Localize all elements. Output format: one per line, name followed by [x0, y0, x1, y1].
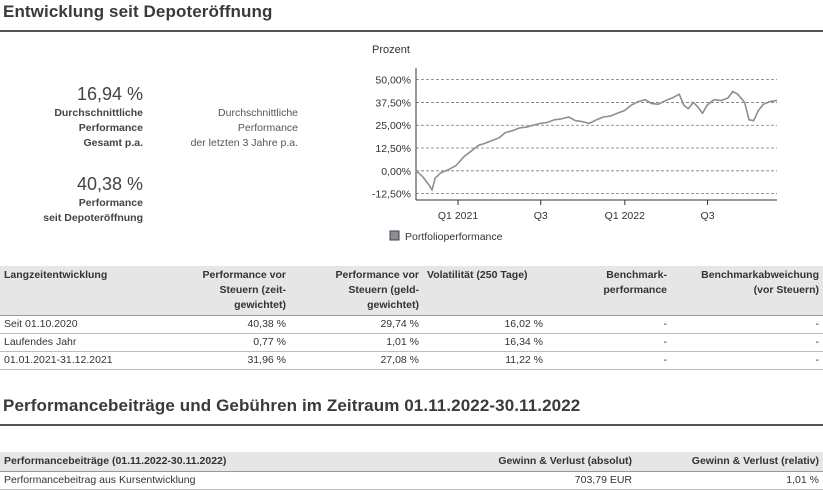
- col-header-contributions: Performancebeiträge (01.11.2022-30.11.20…: [0, 452, 430, 472]
- cell-pl-absolute: 703,79 EUR: [430, 471, 636, 490]
- kpi-label-line: der letzten 3 Jahre p.a.: [190, 137, 298, 149]
- kpi-label-line: Durchschnittliche: [218, 107, 298, 119]
- cell-contribution-name: Performancebeitrag aus Kursentwicklung: [0, 471, 430, 490]
- y-tick-label: 50,00%: [375, 75, 411, 87]
- header-line: Performance vor: [202, 269, 286, 281]
- x-tick-label: Q3: [534, 210, 548, 222]
- cell-benchmark: -: [547, 315, 671, 334]
- header-line: Langzeitentwicklung: [4, 269, 108, 281]
- header-line: Performance vor: [335, 269, 419, 281]
- section-title-development: Entwicklung seit Depoteröffnung: [3, 2, 273, 21]
- kpi-avg-total-value: 16,94 %: [76, 84, 143, 104]
- cell-benchmark-deviation: -: [671, 315, 823, 334]
- title-divider: [0, 30, 823, 32]
- cell-benchmark-deviation: -: [671, 351, 823, 370]
- cell-period: Laufendes Jahr: [0, 333, 178, 352]
- col-header-perf-time-weighted: Performance vor Steuern (zeit- gewichtet…: [178, 266, 290, 316]
- cell-perf-time: 40,38 %: [178, 315, 290, 334]
- header-line: gewichtet): [234, 299, 286, 311]
- x-tick-label: Q1 2021: [438, 210, 478, 222]
- kpi-label-line: Durchschnittliche: [54, 107, 143, 119]
- performance-chart: Prozent 50,00% 37,50% 25,00% 12,50% 0,00% -12,…: [360, 40, 790, 250]
- table-header-row: Langzeitentwicklung Performance vor Steu…: [0, 266, 823, 316]
- col-header-longterm: Langzeitentwicklung: [0, 266, 178, 316]
- y-tick-label: 25,00%: [375, 120, 411, 132]
- fees-table: Performancebeiträge (01.11.2022-30.11.20…: [0, 452, 823, 490]
- cell-benchmark: -: [547, 333, 671, 352]
- header-line: Benchmark-: [606, 269, 667, 281]
- header-line: Steuern (zeit-: [219, 284, 286, 296]
- kpi-label-line: Performance: [78, 122, 143, 134]
- cell-period: Seit 01.10.2020: [0, 315, 178, 334]
- y-tick-label: 37,50%: [375, 97, 411, 109]
- x-tick-label: Q1 2022: [605, 210, 645, 222]
- table-row: 01.01.2021-31.12.2021 31,96 % 27,08 % 11…: [0, 351, 823, 370]
- section-title-fees: Performancebeiträge und Gebühren im Zeit…: [3, 396, 581, 415]
- header-line: Steuern (geld-: [348, 284, 419, 296]
- longterm-table: Langzeitentwicklung Performance vor Steu…: [0, 266, 823, 370]
- kpi-label-line: Performance: [237, 122, 298, 134]
- kpi-avg-3y-label: Durchschnittliche Performance der letzte…: [0, 106, 298, 151]
- legend-swatch: [389, 230, 400, 241]
- col-header-volatility: Volatilität (250 Tage): [423, 266, 547, 316]
- table-row: Performancebeitrag aus Kursentwicklung 7…: [0, 471, 823, 490]
- cell-perf-time: 0,77 %: [178, 333, 290, 352]
- col-header-benchmark-performance: Benchmark- performance: [547, 266, 671, 316]
- header-line: Volatilität (250 Tage): [427, 269, 528, 281]
- cell-perf-money: 27,08 %: [290, 351, 423, 370]
- cell-volatility: 16,34 %: [423, 333, 547, 352]
- header-line: performance: [603, 284, 667, 296]
- cell-benchmark-deviation: -: [671, 333, 823, 352]
- kpi-since-open-value: 40,38 %: [76, 174, 143, 194]
- y-tick-label: 0,00%: [381, 166, 411, 178]
- table-header-row: Performancebeiträge (01.11.2022-30.11.20…: [0, 452, 823, 472]
- kpi-since-open-label: Performance seit Depoteröffnung: [0, 196, 143, 226]
- y-axis-label: Prozent: [372, 44, 410, 56]
- y-tick-label: -12,50%: [372, 189, 411, 201]
- col-header-perf-money-weighted: Performance vor Steuern (geld- gewichtet…: [290, 266, 423, 316]
- y-tick-label: 12,50%: [375, 143, 411, 155]
- kpi-label-line: Performance: [78, 197, 143, 209]
- series-line-portfolioperformance: [415, 90, 778, 191]
- col-header-benchmark-deviation: Benchmarkabweichung (vor Steuern): [671, 266, 823, 316]
- header-line: (vor Steuern): [753, 284, 819, 296]
- cell-perf-money: 29,74 %: [290, 315, 423, 334]
- kpi-label-line: Gesamt p.a.: [83, 137, 143, 149]
- title-divider: [0, 424, 823, 426]
- cell-perf-money: 1,01 %: [290, 333, 423, 352]
- cell-perf-time: 31,96 %: [178, 351, 290, 370]
- cell-pl-relative: 1,01 %: [636, 471, 823, 490]
- table-row: Laufendes Jahr 0,77 % 1,01 % 16,34 % - -: [0, 333, 823, 352]
- cell-benchmark: -: [547, 351, 671, 370]
- kpi-label-line: seit Depoteröffnung: [43, 212, 143, 224]
- performance-chart-svg: Prozent 50,00% 37,50% 25,00% 12,50% 0,00% -12,…: [372, 44, 778, 243]
- header-line: gewichtet): [367, 299, 419, 311]
- cell-volatility: 11,22 %: [423, 351, 547, 370]
- cell-volatility: 16,02 %: [423, 315, 547, 334]
- legend-label: Portfolioperformance: [405, 231, 503, 243]
- x-tick-label: Q3: [701, 210, 715, 222]
- table-row: Seit 01.10.2020 40,38 % 29,74 % 16,02 % …: [0, 315, 823, 334]
- cell-period: 01.01.2021-31.12.2021: [0, 351, 178, 370]
- header-line: Benchmarkabweichung: [701, 269, 819, 281]
- col-header-pl-relative: Gewinn & Verlust (relativ): [636, 452, 823, 472]
- col-header-pl-absolute: Gewinn & Verlust (absolut): [430, 452, 636, 472]
- kpi-avg-total-label: Durchschnittliche Performance Gesamt p.a…: [0, 106, 143, 151]
